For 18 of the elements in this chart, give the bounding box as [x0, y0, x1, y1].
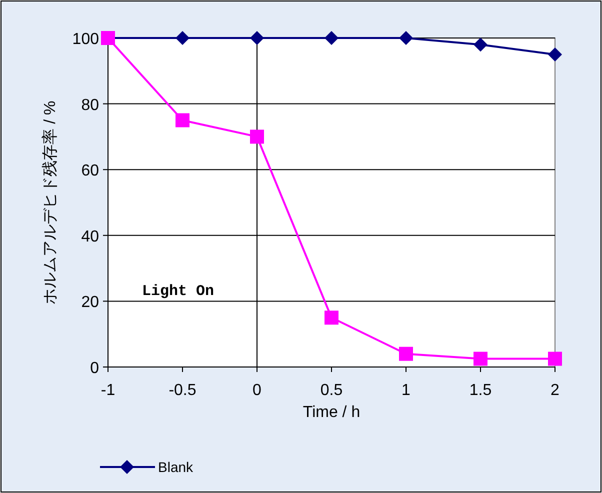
y-tick-label: 80: [81, 96, 100, 114]
y-tick-label: 40: [81, 228, 100, 246]
x-tick-label: 0.5: [320, 382, 343, 399]
y-tick-label: 0: [90, 360, 100, 377]
x-tick-label: 2: [550, 382, 560, 399]
y-tick-label: 20: [81, 294, 100, 312]
legend-label: Blank: [158, 459, 194, 475]
legend: Blank: [100, 459, 194, 475]
y-tick-label: 60: [81, 162, 100, 180]
x-tick-label: 0: [252, 382, 262, 399]
x-axis-title: Time / h: [302, 404, 360, 421]
x-tick-label: -1: [100, 382, 116, 399]
y-axis-title: ホルムアルデヒド残存率 / %: [41, 100, 59, 304]
x-tick-label: -0.5: [168, 382, 196, 399]
x-tick-label: 1.5: [469, 382, 492, 399]
ref-line-label: Light On: [142, 283, 214, 300]
x-tick-label: 1: [402, 382, 411, 399]
y-tick-label: 100: [72, 31, 100, 48]
